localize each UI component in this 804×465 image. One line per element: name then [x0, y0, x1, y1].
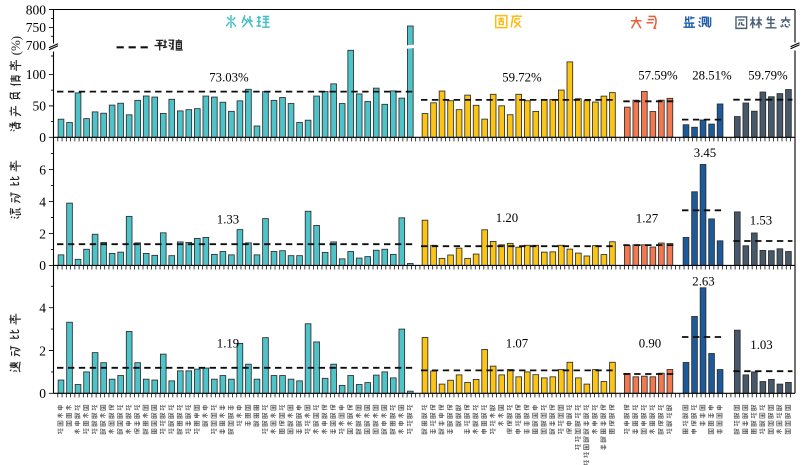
svg-text:73.03%: 73.03% — [209, 70, 249, 84]
svg-text:(%): (%) — [8, 36, 23, 56]
svg-text:1.20: 1.20 — [496, 211, 518, 225]
svg-text:59.79%: 59.79% — [748, 69, 788, 83]
svg-text:2.63: 2.63 — [692, 274, 714, 288]
svg-text:700: 700 — [26, 38, 47, 53]
svg-text:0: 0 — [39, 258, 46, 273]
svg-text:6: 6 — [39, 162, 46, 177]
svg-text:2: 2 — [39, 226, 46, 241]
svg-text:1.07: 1.07 — [506, 336, 529, 350]
svg-text:100: 100 — [26, 67, 47, 82]
svg-text:1.03: 1.03 — [750, 338, 772, 352]
svg-text:1.33: 1.33 — [217, 212, 239, 226]
svg-text:0: 0 — [39, 130, 46, 145]
svg-text:4: 4 — [39, 194, 46, 209]
svg-text:800: 800 — [26, 2, 47, 17]
svg-text:750: 750 — [26, 20, 47, 35]
svg-text:3.45: 3.45 — [694, 146, 716, 160]
svg-text:1.27: 1.27 — [636, 211, 659, 225]
svg-text:0: 0 — [39, 386, 46, 401]
svg-text:0.90: 0.90 — [639, 336, 661, 350]
svg-text:4: 4 — [39, 301, 46, 316]
svg-text:59.72%: 59.72% — [502, 71, 542, 85]
svg-text:57.59%: 57.59% — [638, 69, 678, 83]
svg-text:1.19: 1.19 — [217, 336, 239, 350]
svg-text:1.53: 1.53 — [750, 213, 772, 227]
svg-text:28.51%: 28.51% — [692, 69, 732, 83]
svg-text:50: 50 — [33, 99, 47, 114]
svg-text:2: 2 — [39, 343, 46, 358]
